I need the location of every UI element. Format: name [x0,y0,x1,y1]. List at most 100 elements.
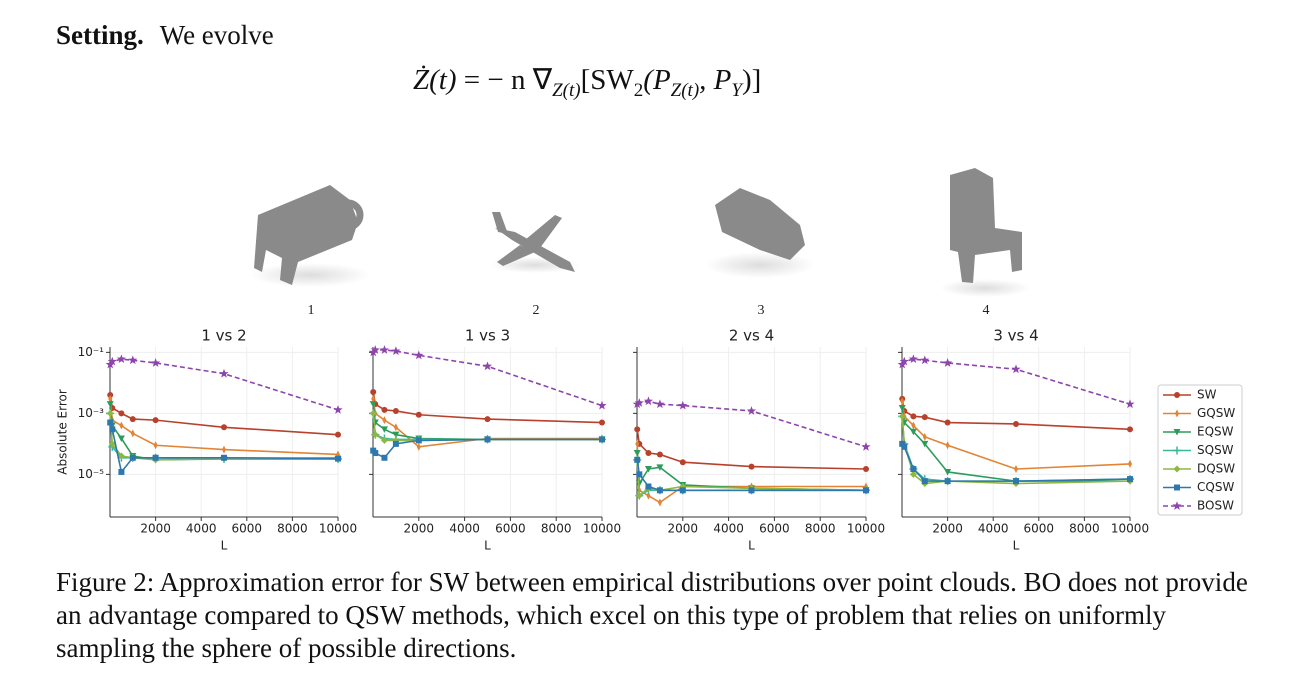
marker [1173,446,1181,455]
marker [635,492,643,500]
marker [372,450,379,457]
marker [634,426,641,433]
marker [597,400,607,410]
marker [129,454,136,461]
plot-panel: 1 vs 2 10⁻¹ 10⁻³ 10⁻⁵ 2000 4000 6000 8000 10000 L… [56,327,358,553]
marker [129,416,136,423]
marker [108,440,116,448]
equation: Ż(t) = − n ∇Z(t)[SW2(PZ(t), PY)] [413,62,761,102]
x-tick-label: 8000 [541,522,572,536]
eq-part: )] [741,64,762,96]
marker [910,465,917,472]
marker [152,417,159,424]
x-tick-label: 4000 [978,522,1009,536]
marker [748,487,755,494]
marker [899,356,909,366]
figure: 1 2 3 4 1 vs 2 10⁻¹ 10⁻³ 10⁻⁵ 2000 4000 6000 80… [56,168,1243,553]
eq-part: = − n ∇ [456,64,553,96]
x-tick-label: 6000 [495,522,526,536]
marker [644,465,652,473]
marker [1172,501,1182,510]
eq-sub: Z(t) [670,79,700,101]
x-tick-label: 10000 [583,522,621,536]
marker [911,421,916,430]
marker [635,439,640,448]
marker [117,452,125,460]
chart-title: 3 vs 4 [993,327,1038,345]
point-cloud-bench [250,185,370,287]
marker [369,401,377,408]
marker [416,442,421,451]
marker [656,451,663,458]
marker [944,468,952,476]
marker [380,426,388,433]
marker [106,401,114,408]
marker [108,394,113,403]
marker [632,399,642,409]
marker [1173,429,1181,436]
marker [380,436,388,444]
setting-label: Setting. [56,20,144,50]
marker [901,443,908,450]
marker [900,397,905,406]
legend-label: EQSW [1197,425,1234,439]
marker [908,354,918,364]
marker [1128,459,1132,468]
marker [381,406,388,413]
legend-box [1157,384,1243,516]
marker [1127,476,1133,483]
figure-label: 2 [533,303,540,318]
marker [1174,484,1180,491]
chart-title: 1 vs 3 [465,327,510,345]
x-tick-label: 8000 [1069,522,1100,536]
legend: SW GQSW EQSW SQSW DQSW CQSW BOSW [1157,384,1243,516]
legend-label: SQSW [1197,443,1234,457]
marker [117,435,125,442]
marker [107,419,114,426]
marker [909,470,917,478]
marker [392,440,399,447]
marker [393,423,398,432]
marker [945,441,950,450]
series-line [901,443,1131,482]
marker [415,437,422,444]
marker [1014,464,1018,473]
marker [382,416,387,425]
plot-panel: 3 vs 4 2000 4000 6000 8000 10000 L [897,327,1149,553]
figure-label: 1 [308,303,315,318]
marker [1013,478,1019,485]
marker [335,431,341,438]
x-tick-label: 6000 [232,522,263,536]
marker [910,413,917,420]
eq-part: [SW [580,64,634,96]
x-axis-label: L [1013,539,1020,553]
legend-label: SW [1197,388,1217,402]
marker [909,428,917,436]
marker [922,432,927,441]
marker [646,491,651,500]
marker [391,346,401,355]
x-tick-label: 8000 [277,522,308,536]
marker [415,411,422,418]
marker [863,465,869,472]
marker [944,419,951,426]
marker [1125,399,1135,409]
eq-sub: Y [731,79,742,101]
caption: Figure 2: Approximation error for SW bet… [56,567,1248,663]
marker [633,450,641,457]
point-cloud-plane [490,212,580,273]
marker [634,398,644,407]
marker [484,436,491,443]
x-tick-label: 4000 [449,522,480,536]
x-tick-label: 10000 [1111,522,1149,536]
marker [151,358,161,367]
marker [370,345,380,354]
x-tick-label: 2000 [668,522,699,536]
series-line [372,349,603,407]
marker [748,463,755,470]
marker [414,350,424,360]
eq-part: Ż(t) [413,64,457,96]
marker [107,356,117,366]
marker [920,355,930,365]
marker [944,478,951,485]
